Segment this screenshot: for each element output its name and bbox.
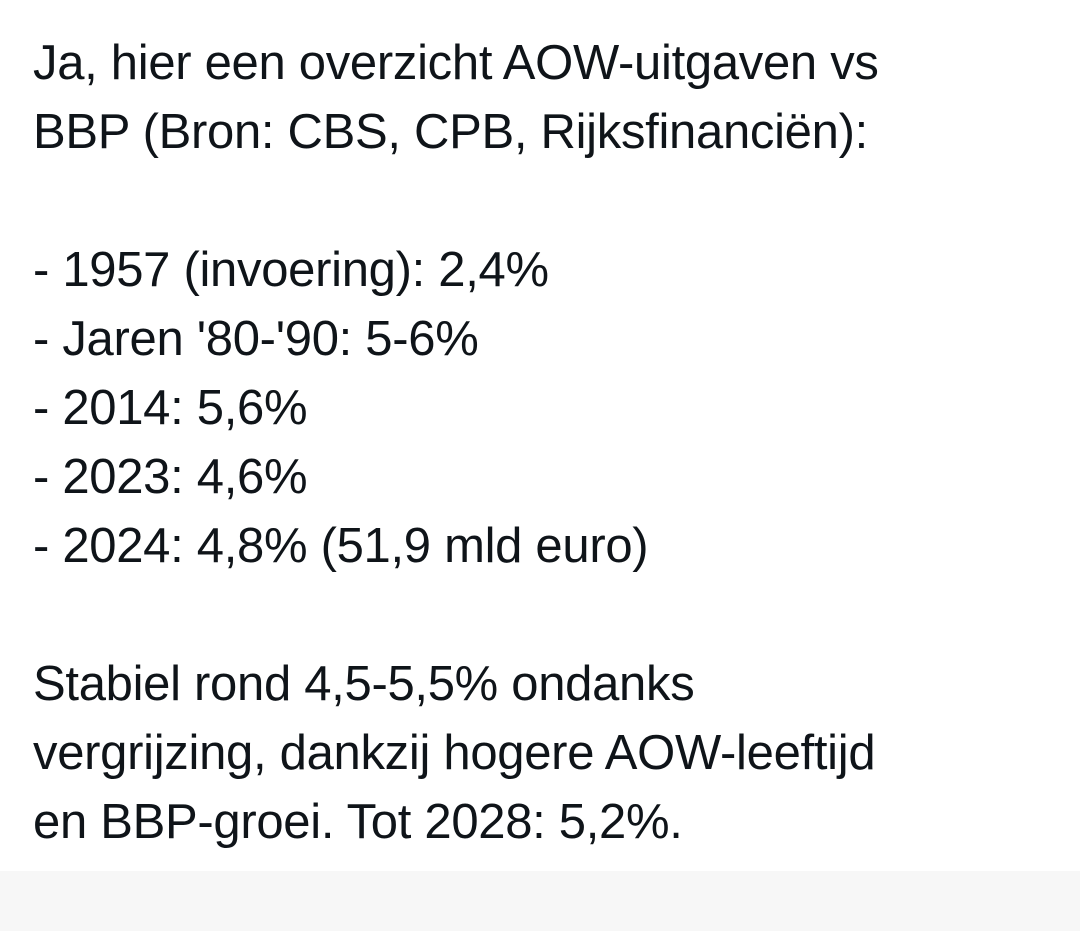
intro-line-1: Ja, hier een overzicht AOW-uitgaven vs bbox=[33, 36, 879, 90]
conclusion-line-3: en BBP-groei. Tot 2028: 5,2%. bbox=[33, 795, 683, 849]
list-item-80s-90s: - Jaren '80-'90: 5-6% bbox=[33, 312, 479, 366]
post-text: Ja, hier een overzicht AOW-uitgaven vs B… bbox=[33, 29, 1063, 857]
paragraph-gap bbox=[33, 581, 1063, 650]
list-item-1957: - 1957 (invoering): 2,4% bbox=[33, 243, 549, 297]
bottom-strip bbox=[0, 871, 1080, 931]
list-item-2024: - 2024: 4,8% (51,9 mld euro) bbox=[33, 519, 649, 573]
paragraph-gap bbox=[33, 167, 1063, 236]
intro-line-2: BBP (Bron: CBS, CPB, Rijksfinanciën): bbox=[33, 105, 868, 159]
list-item-2014: - 2014: 5,6% bbox=[33, 381, 308, 435]
conclusion-line-1: Stabiel rond 4,5-5,5% ondanks bbox=[33, 657, 695, 711]
post-body: Ja, hier een overzicht AOW-uitgaven vs B… bbox=[33, 29, 1063, 857]
list-item-2023: - 2023: 4,6% bbox=[33, 450, 308, 504]
conclusion-line-2: vergrijzing, dankzij hogere AOW-leeftijd bbox=[33, 726, 876, 780]
